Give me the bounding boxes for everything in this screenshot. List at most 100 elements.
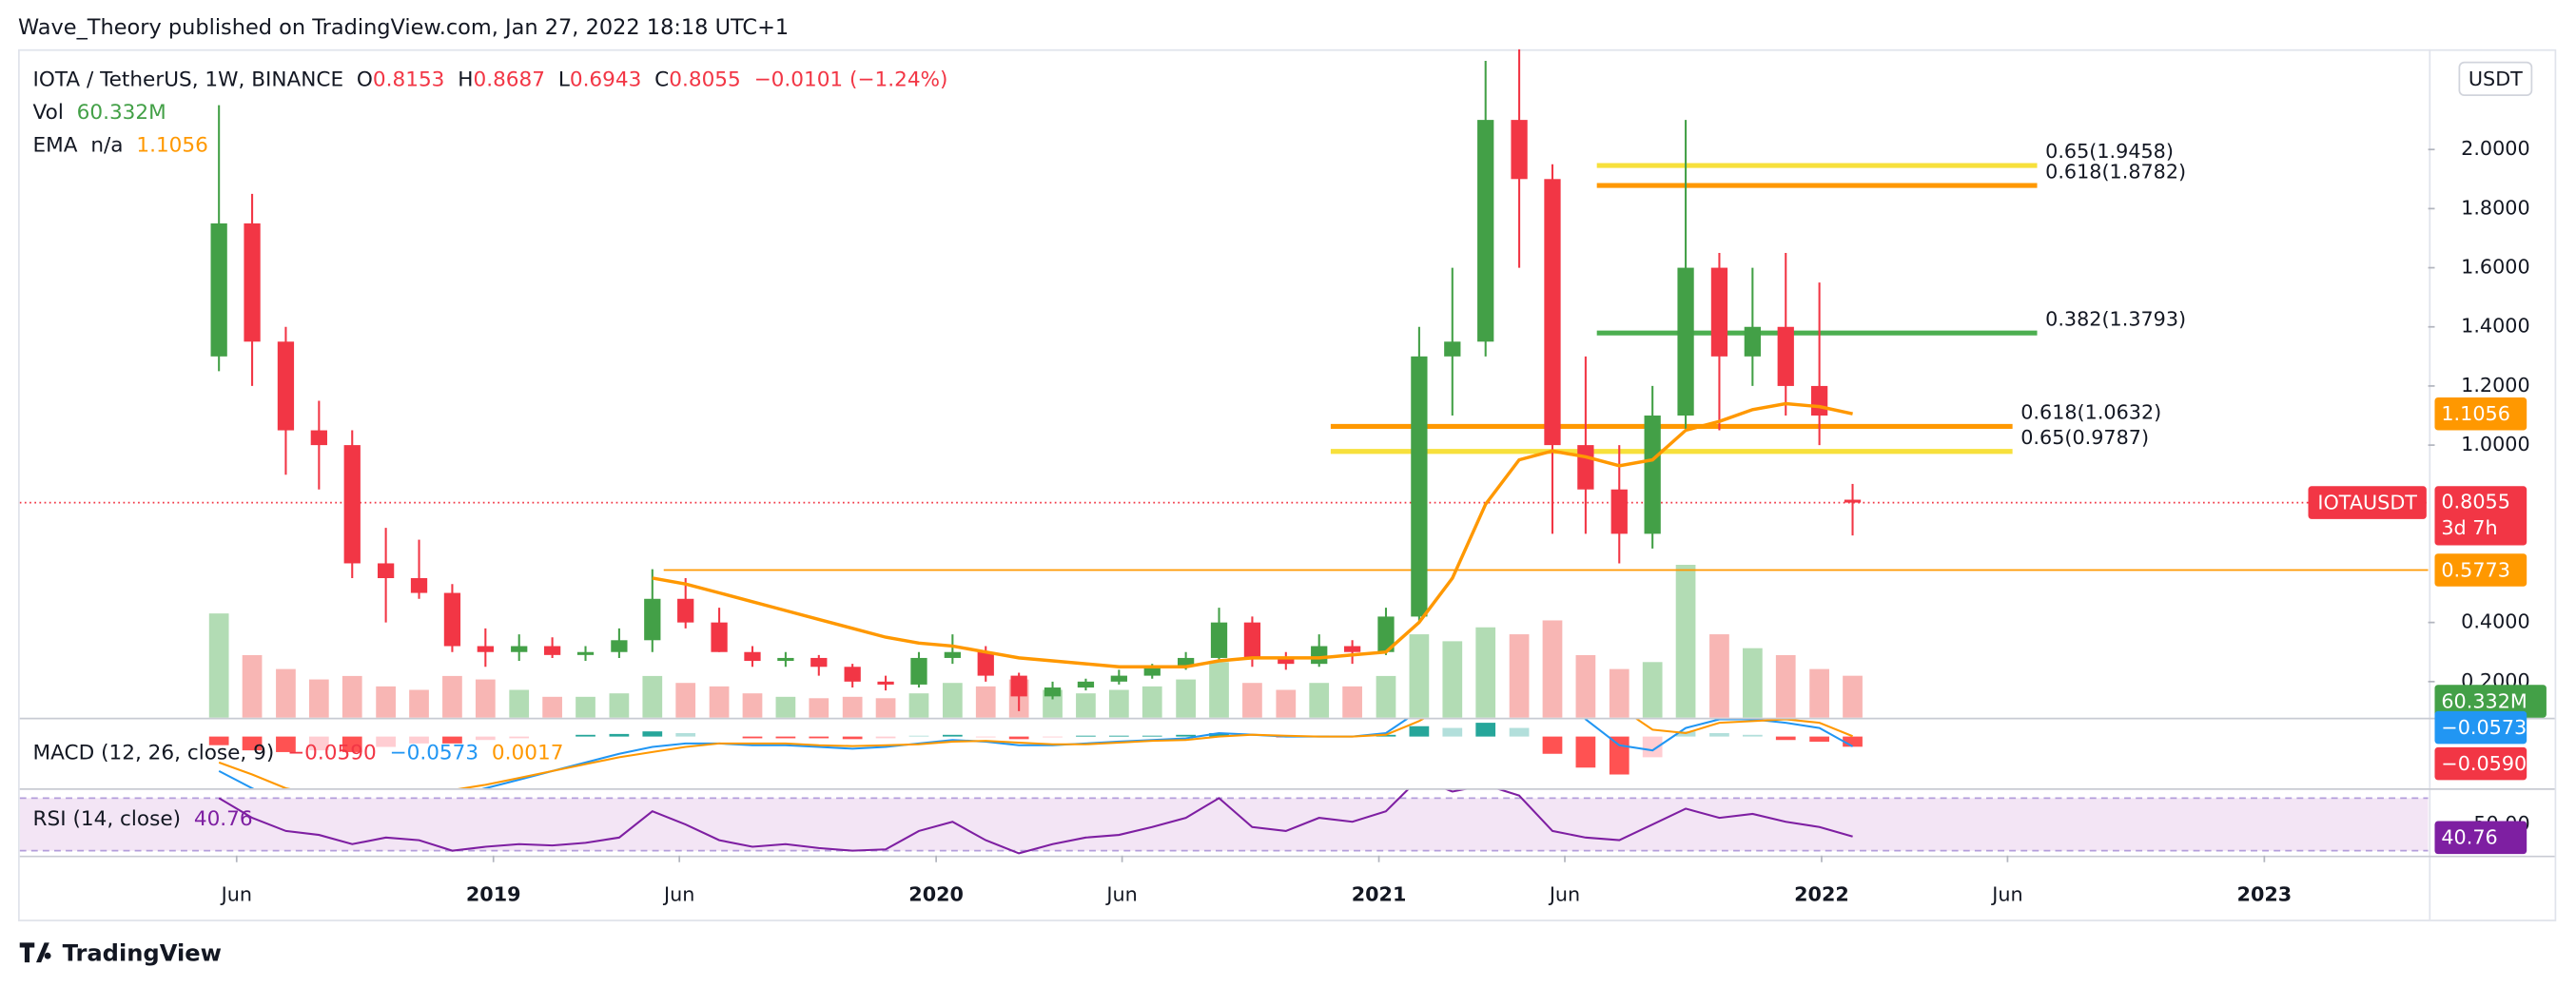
macd-histogram-bar: [609, 733, 630, 737]
ema-length: n/a: [90, 134, 123, 158]
fib-label: 0.65(1.9458): [2045, 140, 2174, 163]
macd-histogram-bar: [342, 736, 362, 752]
ohlc-value: 0.8687: [473, 68, 545, 92]
macd-histogram-bar: [775, 736, 796, 739]
price-tag: [2434, 486, 2527, 546]
candle-body: [877, 681, 894, 685]
volume-tag-label: 60.332M: [2441, 689, 2527, 712]
volume-bar: [1442, 641, 1463, 718]
macd-histogram-bar: [1142, 735, 1162, 737]
y-tick-label: 1.4000: [2461, 315, 2529, 338]
countdown: 3d 7h: [2441, 516, 2497, 539]
fib-label: 0.618(1.8782): [2045, 160, 2186, 183]
x-tick-label: Jun: [662, 882, 694, 905]
macd-histogram-bar: [1609, 736, 1630, 775]
volume-bar: [1509, 634, 1530, 718]
candle-body: [711, 622, 728, 652]
macd-histogram-bar: [1442, 727, 1463, 737]
x-tick-label: 2023: [2237, 882, 2293, 905]
x-tick-label: Jun: [220, 882, 252, 905]
price-tag-label: 0.8055: [2441, 491, 2509, 513]
macd-histogram-bar: [1076, 735, 1096, 737]
candle-body: [576, 651, 595, 655]
candle-body: [1477, 120, 1494, 342]
legend-ema: EMA n/a 1.1056: [33, 134, 208, 158]
macd-value: −0.0573: [390, 742, 479, 765]
volume-bar: [942, 683, 963, 718]
candle-body: [977, 651, 994, 676]
macd-histogram-bar: [975, 736, 996, 738]
macd-histogram-bar: [208, 736, 229, 745]
ema-tag: [2434, 397, 2527, 431]
y-tick-label: 0.4000: [2461, 610, 2529, 633]
volume-bar: [475, 679, 496, 718]
rsi-value: 40.76: [194, 807, 253, 831]
volume-bar: [709, 686, 730, 718]
macd-histogram-bar: [1843, 736, 1863, 747]
legend-main: IOTA / TetherUS, 1W, BINANCE O0.8153 H0.86…: [33, 68, 948, 92]
y-tick-label: 2.0000: [2461, 137, 2529, 160]
volume-bar: [1609, 668, 1630, 718]
volume-bar: [1076, 693, 1096, 718]
volume-value: 60.332M: [77, 101, 166, 125]
macd-histogram-bar: [442, 736, 462, 744]
volume-bar: [975, 686, 996, 718]
unit-button[interactable]: [2458, 61, 2533, 97]
candle-body: [1744, 326, 1761, 357]
rsi-line: [218, 789, 1853, 855]
y-tick-label: 1.2000: [2461, 374, 2529, 397]
macd-histogram-bar: [1509, 727, 1530, 737]
rsi-tag-label: 40.76: [2441, 826, 2497, 849]
candle-body: [1278, 657, 1295, 665]
macd-histogram-bar: [675, 732, 696, 737]
y-tick-label: 1.0000: [2461, 433, 2529, 455]
candle-body: [1143, 667, 1161, 676]
volume-bar: [1242, 683, 1262, 718]
unit-label[interactable]: USDT: [2469, 68, 2523, 90]
macd-histogram-bar: [1409, 726, 1430, 737]
macd-histogram-bar: [1742, 734, 1763, 737]
macd-histogram-bar: [1108, 735, 1129, 737]
volume-bar: [1709, 634, 1729, 718]
volume-bar: [442, 675, 462, 718]
volume-bar: [675, 683, 696, 718]
volume-bar: [376, 686, 396, 718]
macd-histogram-bar: [1008, 736, 1029, 740]
volume-bar: [609, 693, 630, 718]
volume-bar: [809, 698, 829, 718]
candle-body: [1311, 646, 1328, 665]
ticker-tag: [2308, 486, 2427, 519]
macd-histogram-bar: [908, 735, 929, 737]
brand-logo: [19, 942, 51, 963]
candle-body: [644, 598, 661, 641]
frame: [17, 48, 2557, 921]
candle-body: [1610, 489, 1628, 534]
candle-body: [611, 640, 628, 652]
volume-bar: [1176, 679, 1196, 718]
macd-histogram-bar: [509, 736, 530, 739]
rsi-tag: [2434, 821, 2527, 855]
ohlc-key: C: [654, 68, 669, 92]
legend-volume: Vol 60.332M: [33, 101, 166, 125]
volume-bar: [1775, 654, 1796, 718]
candle-body: [1177, 657, 1195, 668]
macd-title: MACD (12, 26, close, 9): [33, 742, 275, 765]
candle-body: [1411, 356, 1428, 617]
volume-bar: [908, 693, 929, 718]
ohlc-key: L: [558, 68, 570, 92]
volume-bar: [1475, 627, 1496, 718]
macd-histogram-bar: [1542, 736, 1563, 754]
candle-body: [1044, 687, 1062, 697]
volume-bar: [1142, 686, 1162, 718]
candle-body: [543, 646, 561, 655]
x-tick-label: Jun: [1104, 882, 1137, 905]
fib-label: 0.382(1.3793): [2045, 307, 2186, 330]
candle-body: [810, 657, 828, 668]
volume-bar: [1108, 689, 1129, 718]
volume-bar: [1043, 689, 1063, 718]
candle-body: [677, 598, 694, 623]
macd-tag-label: −0.0573: [2441, 716, 2527, 739]
volume-bar: [1209, 662, 1229, 718]
volume-tag: [2434, 685, 2547, 718]
published-line: Wave_Theory published on TradingView.com…: [18, 15, 789, 40]
